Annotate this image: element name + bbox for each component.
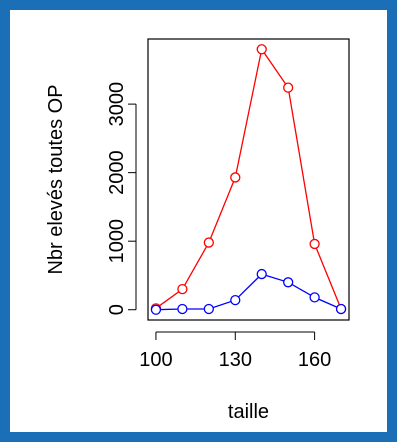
y-axis-title: Nbr elevés toutes OP bbox=[45, 84, 67, 274]
y-tick-label: 2000 bbox=[106, 150, 128, 195]
data-point-marker bbox=[283, 277, 294, 288]
data-point-marker bbox=[203, 237, 214, 248]
plot-area-border bbox=[147, 38, 350, 321]
x-tick-label: 130 bbox=[219, 349, 252, 371]
y-tick-label: 3000 bbox=[106, 82, 128, 127]
x-tick-label: 100 bbox=[139, 349, 172, 371]
data-point-marker bbox=[230, 294, 241, 306]
data-point-marker bbox=[150, 304, 162, 315]
line-chart: 0 1000 2000 3000 100 130 160 Nbr elevés toute… bbox=[45, 38, 350, 423]
data-point-marker bbox=[203, 303, 214, 315]
data-point-marker bbox=[335, 303, 347, 315]
data-point-marker bbox=[283, 82, 294, 93]
y-tick-label: 0 bbox=[106, 304, 128, 315]
data-point-marker bbox=[309, 238, 320, 250]
data-point-marker bbox=[177, 303, 188, 315]
y-axis: 0 1000 2000 3000 bbox=[106, 82, 137, 315]
x-tick-label: 160 bbox=[298, 349, 331, 371]
x-axis: 100 130 160 bbox=[139, 331, 331, 371]
data-point-marker bbox=[256, 44, 267, 55]
data-point-marker bbox=[177, 284, 188, 295]
series-line-0 bbox=[155, 47, 342, 310]
data-point-marker bbox=[230, 172, 241, 183]
chart-canvas: 0 1000 2000 3000 100 130 160 Nbr elevés toute… bbox=[10, 10, 387, 432]
data-point-marker bbox=[256, 268, 267, 280]
data-point-marker bbox=[309, 292, 320, 303]
series-layer bbox=[150, 44, 347, 315]
y-tick-label: 1000 bbox=[106, 219, 128, 264]
x-axis-title: taille bbox=[228, 401, 269, 423]
